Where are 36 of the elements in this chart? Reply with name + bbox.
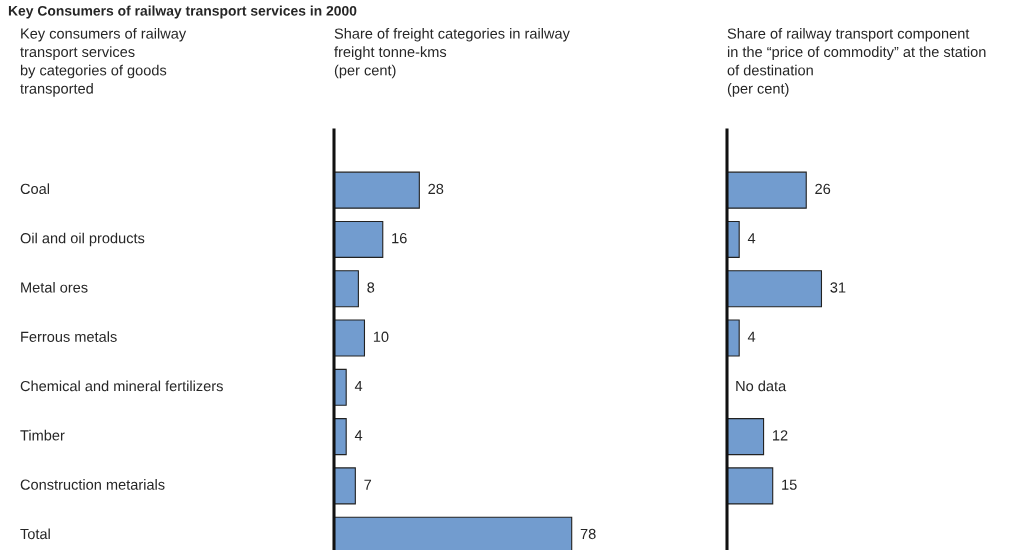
y-tick-label: Metal ores bbox=[21, 281, 88, 293]
data-label: 78 bbox=[580, 528, 596, 540]
y-tick-label: Oil and oil products bbox=[20, 232, 145, 247]
text: No data bbox=[736, 380, 787, 392]
data-label: 4 bbox=[747, 331, 756, 342]
bar bbox=[727, 270, 823, 308]
bar bbox=[334, 171, 420, 209]
bar bbox=[334, 467, 356, 505]
text: Share of railway transport component in the “price of commodity” at the station of destination (per cent) bbox=[727, 28, 986, 97]
text: Key Consumers of railway transport services in 2000 bbox=[8, 5, 357, 19]
data-label: 15 bbox=[782, 479, 797, 490]
data-label: 4 bbox=[747, 233, 756, 244]
y-tick-label: Coal bbox=[20, 183, 50, 195]
bar bbox=[727, 418, 765, 456]
y-axis-title: Key consumers of railway transport services by categories of goods transported bbox=[20, 28, 187, 97]
data-label: 4 bbox=[354, 430, 363, 441]
bar bbox=[334, 220, 384, 258]
data-label: 4 bbox=[354, 381, 363, 392]
bar bbox=[334, 319, 366, 357]
y-tick-label: Total bbox=[20, 528, 50, 540]
y-tick-label: Ferrous metals bbox=[21, 331, 117, 342]
bar bbox=[727, 467, 774, 505]
y-tick-label: Construction metarials bbox=[20, 479, 165, 490]
chart-subtitle: Share of freight categories in railway freight tonne-kms (per cent) bbox=[334, 28, 570, 79]
y-tick-label: Timber bbox=[20, 429, 65, 441]
data-label: 16 bbox=[392, 233, 407, 244]
data-label: 31 bbox=[830, 282, 846, 293]
data-label: 12 bbox=[773, 430, 788, 441]
data-label: 10 bbox=[373, 331, 389, 342]
data-label: 28 bbox=[428, 183, 444, 195]
y-tick-label: Chemical and mineral fertilizers bbox=[20, 380, 223, 392]
bar bbox=[727, 171, 807, 209]
bar bbox=[334, 270, 359, 308]
data-label: 8 bbox=[367, 282, 375, 293]
data-label: 26 bbox=[815, 183, 831, 195]
data-label: 7 bbox=[364, 479, 372, 490]
